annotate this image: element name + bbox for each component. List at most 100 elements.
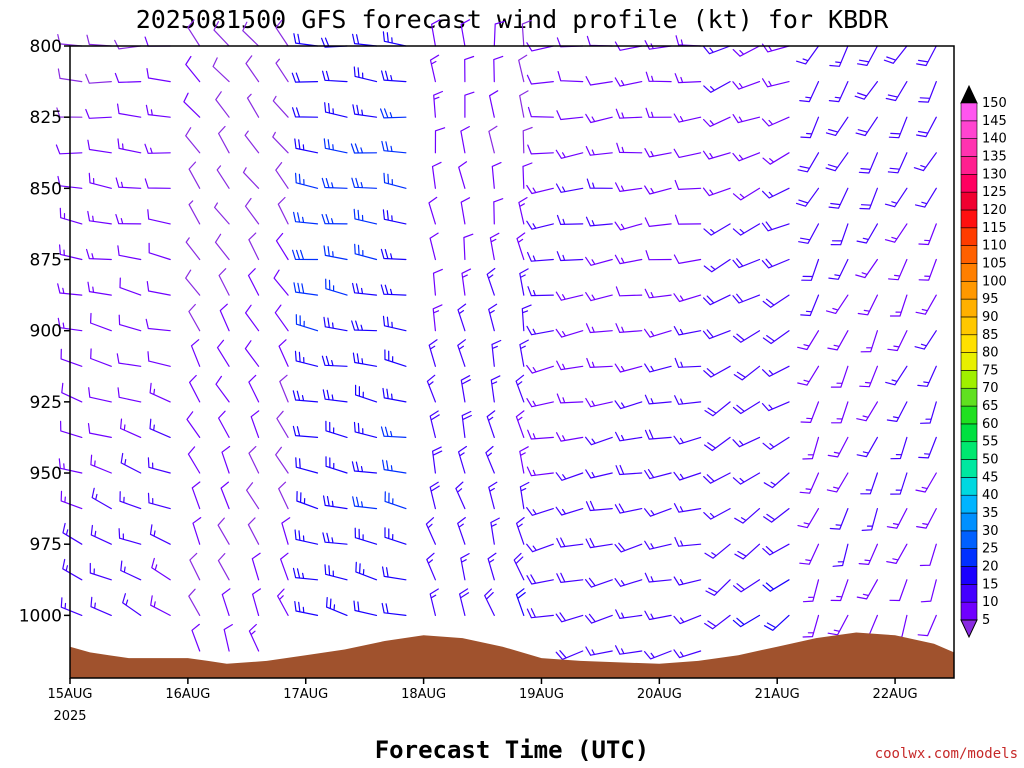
wind-barb: [673, 113, 702, 123]
colorbar-label: 20: [982, 560, 999, 575]
colorbar-band: [960, 120, 978, 139]
wind-barb: [188, 588, 201, 616]
wind-barb: [519, 268, 529, 296]
wind-barb: [802, 436, 820, 460]
wind-barb: [614, 363, 643, 373]
wind-barb: [86, 248, 112, 261]
wind-barb: [798, 223, 820, 244]
wind-barb: [352, 104, 378, 118]
wind-barb: [354, 243, 378, 261]
colorbar-label: 30: [982, 524, 999, 539]
wind-barb: [673, 471, 702, 481]
wind-barb: [382, 566, 407, 581]
wind-barb: [294, 350, 319, 367]
wind-barb: [615, 431, 643, 442]
y-tick-label: 950: [30, 464, 62, 484]
wind-barb: [323, 495, 348, 510]
plot-background: [70, 46, 954, 678]
wind-barb: [556, 572, 584, 583]
colorbar-label: 65: [982, 399, 999, 414]
wind-barb: [703, 365, 731, 378]
wind-barb: [614, 503, 643, 514]
wind-barb: [292, 249, 319, 261]
wind-barb: [916, 45, 937, 67]
wind-barb: [703, 116, 731, 127]
wind-barb: [702, 329, 731, 340]
wind-barb: [526, 608, 554, 619]
wind-barb: [519, 90, 529, 118]
wind-barb: [323, 245, 348, 261]
wind-barb: [914, 330, 937, 350]
wind-barb: [732, 330, 761, 343]
colorbar-label: 75: [982, 363, 999, 378]
wind-barb: [586, 178, 613, 189]
colorbar-label: 60: [982, 417, 999, 432]
wind-barb: [521, 304, 532, 332]
wind-barb: [556, 110, 584, 121]
wind-barb: [614, 578, 643, 587]
colorbar-label: 125: [982, 185, 1007, 200]
x-tick-label: 15AUG: [47, 687, 92, 702]
wind-barb: [799, 81, 820, 103]
wind-barb: [429, 54, 440, 83]
y-tick-label: 925: [30, 393, 62, 413]
wind-barb: [615, 645, 643, 655]
wind-barb: [353, 208, 378, 225]
wind-barb: [186, 411, 201, 438]
wind-barb: [455, 481, 466, 510]
wind-barb: [382, 459, 407, 474]
wind-barb: [585, 577, 613, 588]
wind-barb: [614, 400, 643, 410]
wind-barb: [489, 90, 499, 118]
wind-barb: [433, 90, 443, 118]
wind-barb: [799, 472, 820, 494]
wind-barb: [488, 125, 498, 154]
wind-barb: [294, 601, 319, 616]
wind-barb: [122, 593, 142, 616]
wind-barb: [674, 357, 702, 368]
wind-barb: [614, 221, 643, 231]
wind-barb: [248, 374, 260, 403]
wind-barb: [915, 472, 937, 493]
wind-barb: [325, 420, 348, 438]
wind-barb: [185, 269, 201, 296]
wind-barb: [90, 524, 112, 545]
wind-barb: [242, 167, 260, 189]
wind-barb: [527, 144, 554, 155]
wind-barb: [585, 646, 613, 656]
wind-barb: [117, 245, 142, 261]
wind-barb: [426, 374, 436, 403]
wind-barb: [917, 365, 937, 387]
wind-barb: [555, 472, 584, 481]
wind-barb: [556, 360, 584, 371]
wind-barb: [351, 177, 378, 189]
wind-barb: [826, 294, 849, 314]
wind-barb: [828, 187, 849, 209]
x-tick-label: 17AUG: [283, 687, 328, 702]
wind-barb: [382, 209, 407, 225]
wind-barb: [380, 248, 407, 261]
wind-barb: [188, 161, 201, 189]
wind-barb: [673, 326, 702, 336]
wind-barb: [251, 552, 261, 581]
wind-barb: [244, 340, 260, 367]
wind-barb: [380, 426, 407, 438]
wind-barb: [555, 291, 584, 301]
wind-barb: [889, 579, 908, 602]
wind-barb: [187, 446, 201, 474]
wind-barb: [381, 70, 407, 83]
wind-barb: [323, 316, 348, 332]
wind-barb: [761, 116, 790, 127]
wind-barb: [556, 537, 584, 548]
wind-barb: [275, 162, 289, 189]
wind-barb: [885, 81, 908, 102]
wind-barb: [555, 506, 584, 516]
wind-barb: [295, 457, 319, 474]
y-tick-label: 1000: [19, 606, 62, 626]
wind-barb: [185, 55, 201, 83]
wind-barb: [218, 125, 230, 154]
wind-barb: [60, 420, 83, 438]
wind-barb: [516, 232, 526, 261]
wind-barb: [461, 410, 472, 438]
wind-barb: [858, 152, 878, 174]
